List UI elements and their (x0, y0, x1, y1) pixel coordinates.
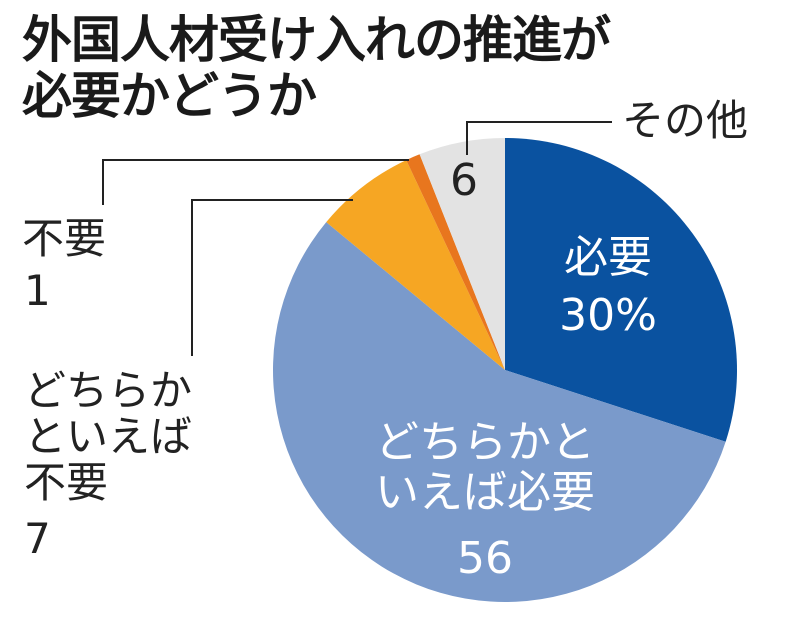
leader-line-other (466, 121, 612, 155)
pie-slice-unnecessary (406, 154, 505, 370)
pie-slice-somewhat-necessary (273, 222, 726, 603)
label-somewhat-unnecessary-line3: 不要 (24, 458, 109, 507)
slice-label-somewhat-necessary: どちらかと いえば必要 56 (355, 418, 615, 584)
slice-label-somewhat-necessary-line1: どちらかと (375, 417, 595, 468)
label-unnecessary-value: 1 (24, 266, 51, 315)
label-somewhat-unnecessary-line1: どちらか (24, 366, 193, 415)
slice-label-somewhat-necessary-value: 56 (457, 533, 513, 584)
pie-slice-somewhat-unnecessary (326, 160, 505, 370)
label-somewhat-unnecessary-value: 7 (24, 514, 51, 563)
chart-title-line1: 外国人材受け入れの推進が (22, 11, 611, 69)
label-other-name: その他 (622, 96, 749, 145)
pie-slice-necessary (505, 138, 738, 442)
pie-slice-other (419, 138, 505, 370)
leader-line-somewhat-unnecessary (191, 199, 353, 356)
label-somewhat-unnecessary-line2: といえば (24, 412, 193, 461)
slice-label-necessary-value: 30% (559, 290, 657, 341)
chart-title: 外国人材受け入れの推進が 必要かどうか (22, 11, 611, 125)
leader-line-unnecessary (102, 159, 409, 205)
label-unnecessary-name: 不要 (22, 214, 107, 263)
slice-label-other-value: 6 (450, 155, 478, 206)
chart-title-line2: 必要かどうか (22, 67, 317, 125)
label-somewhat-unnecessary: どちらか といえば 不要 7 (24, 368, 192, 562)
slice-label-necessary: 必要 30% (548, 233, 668, 341)
slice-label-somewhat-necessary-line2: いえば必要 (375, 467, 595, 518)
slice-label-necessary-name: 必要 (564, 232, 652, 283)
